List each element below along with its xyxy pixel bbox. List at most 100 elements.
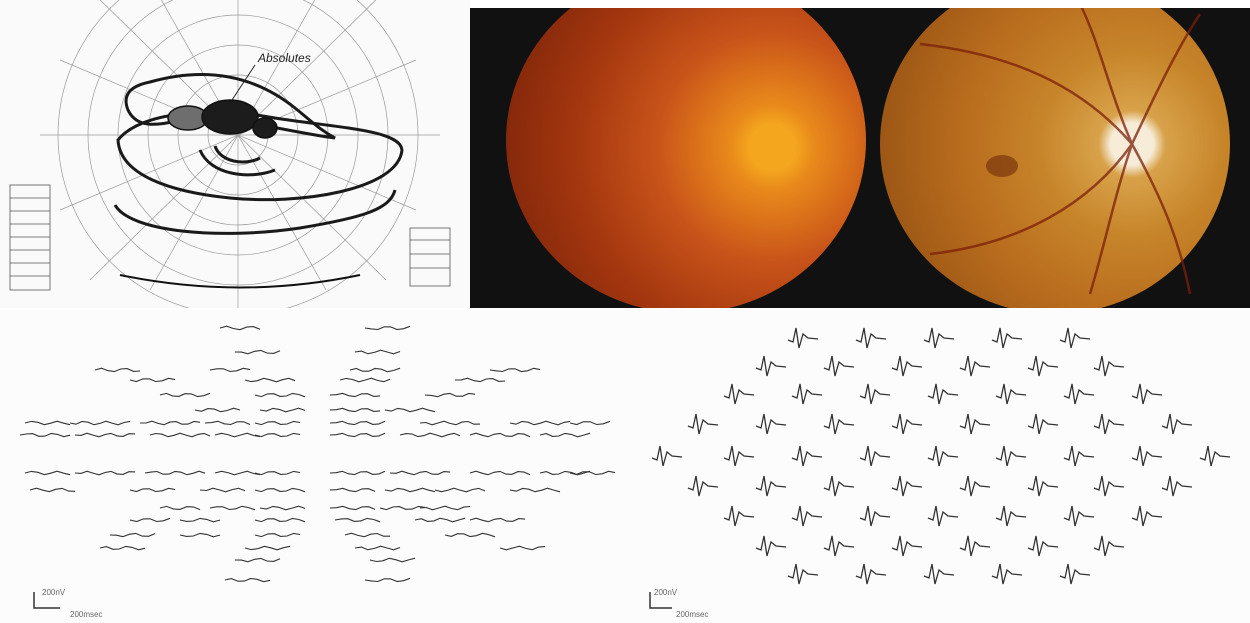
absolutes-annotation: Absolutes	[257, 51, 311, 65]
mferg-trace-right	[1093, 355, 1125, 377]
mferg-trace-left	[254, 517, 306, 523]
mferg-trace-left	[499, 545, 546, 551]
mferg-trace-left	[454, 377, 506, 383]
mferg-trace-right	[755, 535, 787, 557]
fundus-photo-left	[506, 8, 866, 308]
mferg-right-svg	[649, 327, 1231, 609]
mferg-trace-left	[129, 377, 176, 383]
mferg-trace-right	[995, 383, 1027, 405]
mferg-trace-left	[364, 325, 411, 331]
mferg-trace-right	[755, 475, 787, 497]
mferg-trace-right	[859, 383, 891, 405]
mferg-trace-right	[755, 413, 787, 435]
mferg-trace-right	[959, 413, 991, 435]
mferg-trace-right	[1199, 445, 1231, 467]
mferg-trace-right	[723, 505, 755, 527]
mferg-trace-left	[424, 392, 476, 398]
mferg-trace-left	[354, 349, 401, 355]
mferg-trace-right	[723, 445, 755, 467]
mferg-trace-right	[1093, 413, 1125, 435]
mferg-trace-right	[991, 563, 1023, 585]
mferg-trace-left	[354, 545, 401, 551]
mferg-trace-left	[569, 420, 611, 426]
mferg-trace-left	[24, 420, 71, 426]
mferg-trace-right	[687, 475, 719, 497]
mferg-trace-left	[329, 420, 386, 426]
mferg-trace-left	[329, 392, 381, 398]
mferg-trace-left	[99, 545, 146, 551]
mferg-trace-right	[927, 505, 959, 527]
mferg-trace-left	[329, 470, 386, 476]
fundus-photographs	[470, 8, 1250, 308]
mferg-trace-left	[214, 470, 261, 476]
mferg-trace-left	[384, 487, 436, 493]
mferg-trace-left	[254, 470, 301, 476]
scale-y-label-right: 200nV	[654, 588, 678, 597]
mferg-trace-left	[214, 432, 261, 438]
mferg-trace-right	[995, 505, 1027, 527]
mferg-trace-right	[855, 563, 887, 585]
mferg-trace-left	[254, 532, 301, 538]
mferg-trace-right	[995, 445, 1027, 467]
mferg-trace-left	[259, 505, 306, 511]
mferg-trace-left	[399, 432, 461, 438]
mferg-trace-right	[1027, 475, 1059, 497]
mferg-trace-left	[254, 420, 301, 426]
mferg-trace-left	[379, 505, 426, 511]
mferg-trace-left	[219, 325, 261, 331]
mferg-trace-left	[209, 505, 256, 511]
mferg-trace-left	[509, 487, 561, 493]
mferg-trace-right	[855, 327, 887, 349]
mferg-trace-left	[329, 432, 386, 438]
mferg-trace-right	[1027, 355, 1059, 377]
mferg-trace-left	[254, 487, 306, 493]
mferg-trace-left	[259, 407, 306, 413]
mferg-trace-left	[419, 505, 471, 511]
retinal-vessels	[919, 8, 1202, 295]
mferg-trace-right	[1131, 505, 1163, 527]
mferg-trace-right	[1131, 445, 1163, 467]
mferg-trace-array-right: 200nV 200msec	[628, 310, 1250, 623]
mferg-trace-left	[179, 517, 221, 523]
scale-y-label-left: 200nV	[42, 588, 66, 597]
mferg-trace-left	[159, 505, 201, 511]
mferg-trace-right	[791, 445, 823, 467]
mferg-trace-right	[991, 327, 1023, 349]
mferg-trace-right	[755, 355, 787, 377]
perimetry-svg: Absolutes	[9, 0, 451, 308]
mferg-trace-left	[29, 487, 76, 493]
mferg-trace-left	[369, 557, 416, 563]
mferg-left-svg	[19, 325, 616, 609]
mferg-trace-left	[339, 377, 391, 383]
mferg-trace-left	[74, 432, 136, 438]
fundus-photo-right	[880, 8, 1230, 308]
mferg-trace-left	[414, 517, 466, 523]
mferg-trace-right	[791, 383, 823, 405]
scale-bar-right	[649, 592, 672, 609]
mferg-trace-left	[344, 532, 390, 538]
mferg-trace-left	[329, 487, 376, 493]
scale-x-label-left: 200msec	[70, 610, 103, 619]
mferg-trace-right	[1059, 327, 1091, 349]
mferg-trace-left	[364, 577, 411, 583]
mferg-trace-left	[469, 470, 531, 476]
mferg-trace-right	[823, 355, 855, 377]
mferg-trace-left	[469, 517, 526, 523]
mferg-trace-right	[959, 535, 991, 557]
mferg-trace-left	[129, 517, 171, 523]
mferg-trace-right	[1027, 413, 1059, 435]
mferg-trace-right	[959, 355, 991, 377]
mferg-trace-right	[1027, 535, 1059, 557]
mferg-trace-right	[859, 505, 891, 527]
mferg-trace-left	[19, 432, 71, 438]
mferg-trace-right	[891, 475, 923, 497]
mferg-trace-left	[234, 349, 281, 355]
mferg-trace-right	[959, 475, 991, 497]
mferg-trace-left	[159, 392, 211, 398]
mferg-trace-right	[787, 563, 819, 585]
mferg-trace-right	[1063, 505, 1095, 527]
mferg-trace-right	[923, 327, 955, 349]
mferg-trace-left	[24, 470, 71, 476]
mferg-trace-left	[149, 432, 211, 438]
mferg-trace-left	[329, 407, 381, 413]
